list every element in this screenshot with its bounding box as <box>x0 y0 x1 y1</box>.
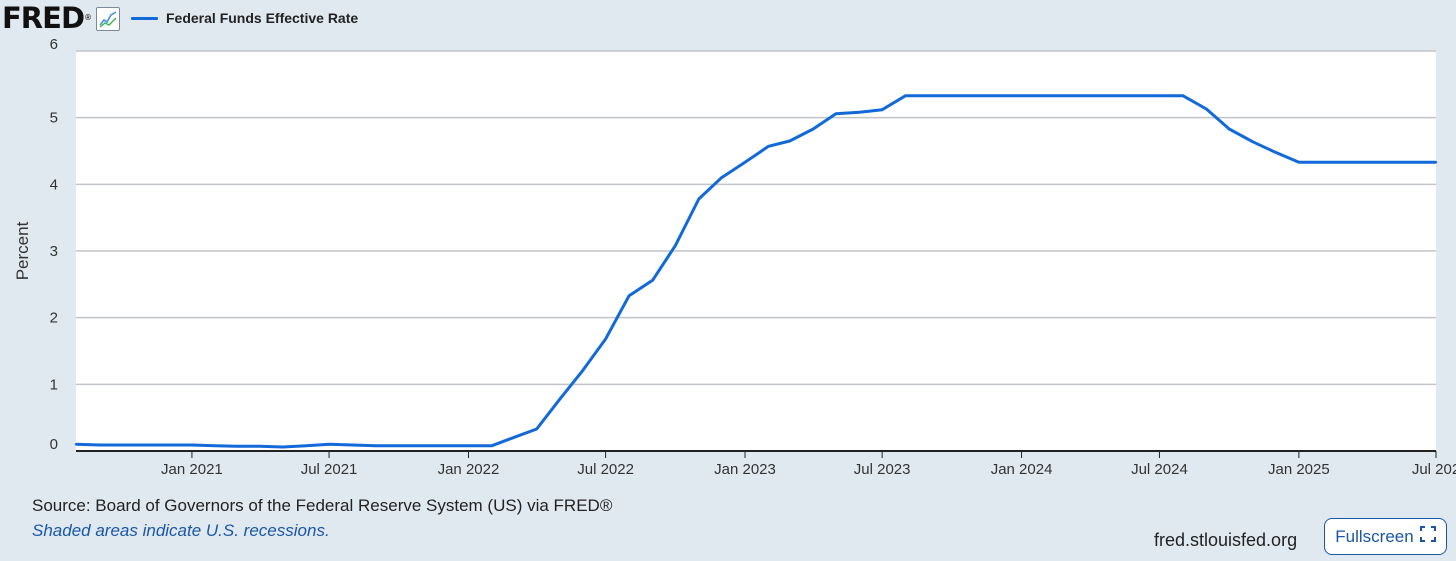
data-point[interactable] <box>1043 94 1047 97</box>
series-line-federal-funds-effective-rate[interactable] <box>75 94 1436 449</box>
data-point[interactable] <box>1065 94 1069 97</box>
data-point[interactable] <box>327 443 331 446</box>
x-tick-label: Jul 2023 <box>854 461 911 478</box>
data-point[interactable] <box>881 108 884 111</box>
x-tick-label: Jul 2022 <box>577 461 634 478</box>
fullscreen-label: Fullscreen <box>1335 526 1414 546</box>
x-tick-label: Jan 2024 <box>991 461 1053 478</box>
data-point[interactable] <box>467 444 470 447</box>
source-note: Source: Board of Governors of the Federa… <box>32 496 613 515</box>
data-point[interactable] <box>1251 140 1254 143</box>
fullscreen-button[interactable]: Fullscreen <box>1324 518 1447 555</box>
data-point[interactable] <box>1205 107 1208 111</box>
data-point[interactable] <box>812 127 815 131</box>
data-point[interactable] <box>535 427 538 431</box>
data-point[interactable] <box>1388 161 1392 164</box>
line-chart-icon <box>96 7 120 31</box>
chart-legend: Federal Funds Effective Rate <box>131 10 358 26</box>
data-point[interactable] <box>720 176 723 179</box>
data-point[interactable] <box>512 436 515 439</box>
data-point[interactable] <box>1434 161 1438 164</box>
data-point[interactable] <box>1342 161 1345 164</box>
data-point[interactable] <box>767 145 770 148</box>
data-point[interactable] <box>281 445 284 449</box>
x-tick-label: Jul 2021 <box>301 461 358 478</box>
data-point[interactable] <box>950 94 954 97</box>
data-point[interactable] <box>627 294 631 297</box>
data-point[interactable] <box>121 443 124 447</box>
recession-note[interactable]: Shaded areas indicate U.S. recessions. <box>32 521 330 540</box>
data-point[interactable] <box>558 398 561 401</box>
data-point[interactable] <box>1089 94 1092 97</box>
data-point[interactable] <box>674 244 677 247</box>
data-point[interactable] <box>1135 94 1138 97</box>
x-tick-label: Jan 2023 <box>714 461 776 478</box>
x-tick-label: Jul 2024 <box>1131 461 1188 478</box>
grid-lines <box>76 50 1436 386</box>
data-point[interactable] <box>351 443 354 447</box>
fred-logo-mark: ® <box>84 13 92 22</box>
y-tick-label: 1 <box>50 376 58 393</box>
y-axis-ticks: 0 1 2 3 4 5 6 <box>50 36 58 453</box>
data-point[interactable] <box>1181 94 1185 97</box>
x-tick-label: Jul 202 <box>1412 461 1456 478</box>
data-point[interactable] <box>788 139 791 143</box>
x-tick-label: Jan 2022 <box>438 461 500 478</box>
data-point[interactable] <box>1321 161 1324 164</box>
data-point[interactable] <box>1228 127 1231 131</box>
fred-logo-text: FRED <box>2 1 85 35</box>
data-point[interactable] <box>167 443 170 447</box>
data-point[interactable] <box>98 443 101 447</box>
y-tick-label: 5 <box>50 110 58 127</box>
line-chart: 0 1 2 3 4 5 6 Jan 2021 Jul 2021 Jan 2022 Jul 2022… <box>13 36 1456 478</box>
data-point[interactable] <box>974 94 977 97</box>
data-point[interactable] <box>1112 94 1115 97</box>
data-point[interactable] <box>1158 94 1161 97</box>
y-tick-label: 6 <box>50 36 58 53</box>
data-point[interactable] <box>421 444 424 447</box>
data-point[interactable] <box>604 337 607 341</box>
site-url[interactable]: fred.stlouisfed.org <box>1154 530 1298 550</box>
expand-icon <box>1419 526 1436 547</box>
data-point[interactable] <box>214 444 217 447</box>
y-axis-title: Percent <box>13 221 32 280</box>
data-point[interactable] <box>190 443 194 447</box>
data-point[interactable] <box>374 444 378 447</box>
data-point[interactable] <box>397 444 400 447</box>
data-point[interactable] <box>1412 161 1415 164</box>
y-tick-label: 0 <box>50 436 58 453</box>
legend-swatch <box>131 16 158 20</box>
data-point[interactable] <box>1274 151 1277 154</box>
data-point[interactable] <box>305 444 308 447</box>
fred-logo[interactable]: FRED® <box>2 1 92 35</box>
data-point[interactable] <box>235 445 238 448</box>
data-point[interactable] <box>1365 161 1369 164</box>
chart-header: FRED® Federal Funds Effective Rate <box>0 0 700 36</box>
data-point[interactable] <box>144 443 147 447</box>
data-point[interactable] <box>927 94 931 97</box>
data-point[interactable] <box>904 94 907 97</box>
data-point[interactable] <box>858 111 861 114</box>
data-point[interactable] <box>697 197 700 201</box>
data-point[interactable] <box>996 94 1000 97</box>
data-point[interactable] <box>834 112 838 115</box>
x-axis-ticks: Jan 2021 Jul 2021 Jan 2022 Jul 2022 Jan 2023… <box>161 451 1456 478</box>
data-point[interactable] <box>490 444 494 447</box>
data-point[interactable] <box>74 443 78 446</box>
y-tick-label: 4 <box>50 176 58 193</box>
data-point[interactable] <box>743 161 747 164</box>
data-point[interactable] <box>443 444 447 447</box>
y-tick-label: 2 <box>50 310 58 327</box>
data-point[interactable] <box>1020 94 1023 97</box>
legend-label: Federal Funds Effective Rate <box>166 10 359 26</box>
data-point[interactable] <box>581 369 585 372</box>
y-tick-label: 3 <box>50 243 58 260</box>
data-point[interactable] <box>651 279 654 282</box>
x-tick-label: Jan 2021 <box>161 461 223 478</box>
data-point[interactable] <box>1297 161 1301 164</box>
x-tick-label: Jan 2025 <box>1268 461 1330 478</box>
data-point[interactable] <box>258 445 262 448</box>
series-layer <box>74 94 1438 449</box>
